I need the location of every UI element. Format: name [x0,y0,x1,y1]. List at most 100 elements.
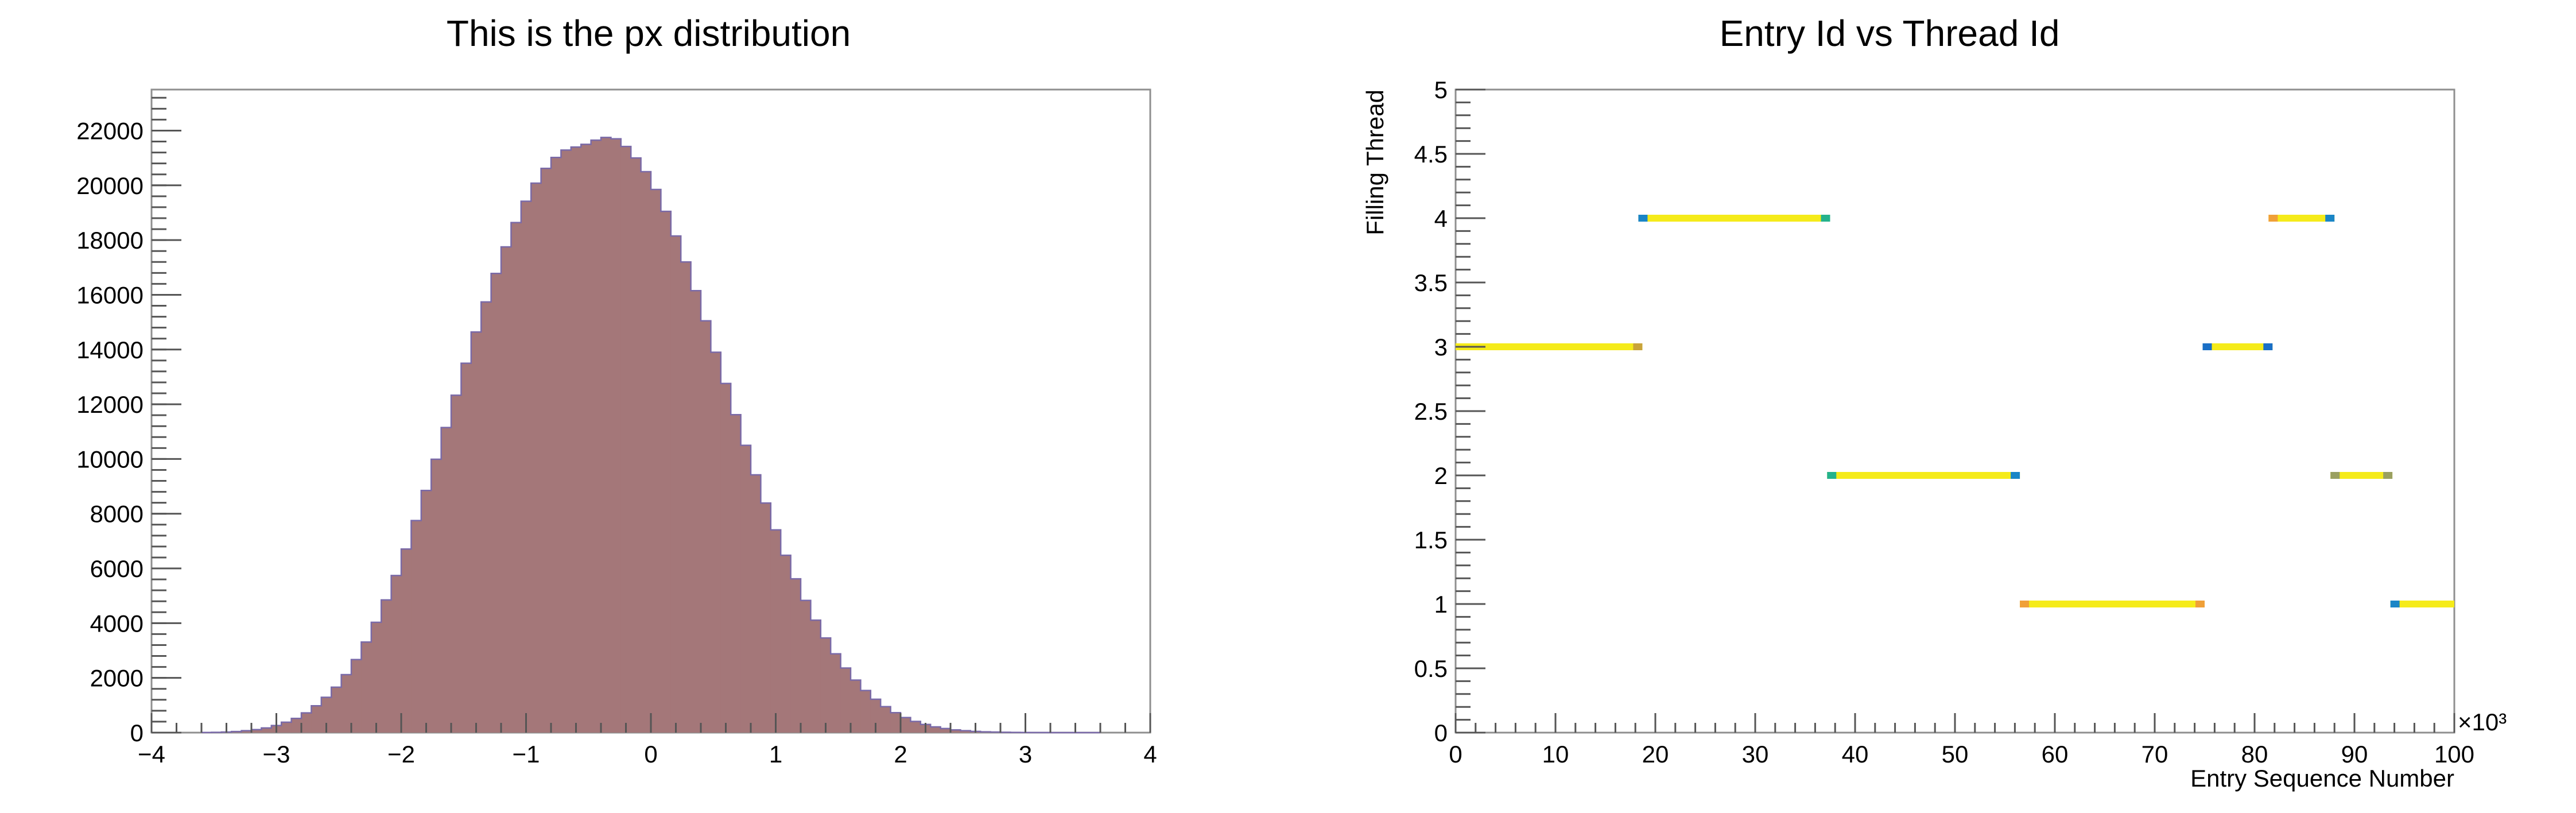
histogram-bar [801,600,811,733]
histogram-bar [571,147,581,733]
histogram-bar [670,235,681,733]
histogram-bar [481,301,492,733]
histogram-bar [311,706,322,733]
histogram-bar [501,247,511,733]
thread-x-tick-label: 100 [2434,741,2474,768]
thread-segment [1827,472,2020,479]
thread-segment [2268,215,2335,222]
thread-y-tick-label: 3.5 [1414,269,1448,296]
thread-segment [1456,343,1643,350]
histogram-bar [901,717,911,733]
histogram-bar [720,383,731,733]
histogram-bar [751,475,761,733]
histogram-y-tick-label: 2000 [90,665,143,692]
thread-x-tick-label: 60 [2042,741,2069,768]
thread-y-tick-label: 4 [1434,205,1448,232]
histogram-bar [471,332,482,733]
thread-x-label: Entry Sequence Number [2190,765,2454,792]
thread-x-tick-label: 90 [2341,741,2368,768]
histogram-title: This is the px distribution [447,13,851,54]
histogram-y-tick-label: 0 [130,719,143,746]
histogram-bar [790,579,801,733]
thread-x-tick-label: 0 [1449,741,1462,768]
thread-y-tick-label: 1.5 [1414,526,1448,553]
histogram-y-axis: 0 2000 4000 6000 8000 10000 12000 14000 16000 180… [76,96,181,746]
histogram-bar [421,490,432,733]
histogram-y-tick-label: 8000 [90,501,143,528]
thread-segment [2020,601,2205,607]
histogram-bar [831,653,841,733]
histogram-bar [241,730,252,733]
thread-y-tick-label: 0.5 [1414,655,1448,682]
histogram-bar [441,427,452,733]
histogram-bar [401,549,412,733]
histogram-x-tick-label: 3 [1019,741,1032,768]
histogram-bar [870,699,881,733]
thread-y-axis: 0 0.5 1 1.5 2 2.5 3 3.5 4 4.5 5 [1414,76,1485,746]
histogram-bar [301,713,312,733]
histogram-bar [820,638,831,733]
thread-x-tick-label: 80 [2241,741,2268,768]
histogram-bar [761,503,771,733]
histogram-bar [331,687,342,733]
histogram-bar [391,575,402,733]
histogram-x-tick-label: −3 [263,741,290,768]
histogram-bar [701,320,711,733]
histogram-y-tick-label: 10000 [76,446,143,473]
thread-y-tick-label: 3 [1434,334,1448,361]
histogram-bar [601,137,611,733]
thread-panel: Entry Id vs Thread Id 0 10 20 30 40 50 60 70 80 9… [1361,13,2507,792]
histogram-bar [251,729,262,733]
histogram-bar [740,445,751,733]
histogram-y-tick-label: 4000 [90,610,143,637]
histogram-y-tick-label: 6000 [90,555,143,582]
thread-x-tick-label: 20 [1642,741,1669,768]
histogram-bar [641,171,651,733]
thread-segment [1638,215,1830,222]
histogram-bar [411,520,422,733]
histogram-y-tick-label: 16000 [76,281,143,308]
histogram-bar [341,674,352,733]
histogram-x-tick-label: 0 [644,741,657,768]
thread-segment [2390,601,2454,607]
histogram-bar [940,728,951,733]
histogram-bar [381,599,392,733]
histogram-bar [531,183,542,733]
histogram-y-tick-label: 22000 [76,117,143,144]
histogram-bar [810,620,821,733]
histogram-bar [351,659,362,733]
thread-x-multiplier: ×10³ [2458,709,2507,735]
histogram-outline [200,137,1100,734]
histogram-bar [281,722,292,733]
histogram-bar [840,668,851,733]
thread-frame [1454,88,2455,734]
histogram-bar [581,144,592,733]
histogram-bar [451,395,461,733]
histogram-x-tick-label: 2 [894,741,907,768]
histogram-y-tick-label: 12000 [76,391,143,418]
histogram-bar [371,622,382,733]
histogram-bar [461,363,472,733]
histogram-bar [731,415,742,733]
thread-y-label: Filling Thread [1361,90,1388,235]
thread-y-tick-label: 4.5 [1414,141,1448,168]
thread-segment [2202,343,2273,350]
thread-y-tick-label: 2 [1434,462,1448,489]
histogram-bar [541,168,552,733]
histogram-bar [880,706,891,733]
histogram-bar [620,146,631,733]
histogram-x-tick-label: −4 [138,741,165,768]
histogram-bar [491,273,502,733]
histogram-bar [860,690,871,733]
histogram-y-tick-label: 20000 [76,172,143,199]
histogram-bar [851,680,861,733]
histogram-bar [930,726,941,733]
histogram-bar [661,211,672,733]
histogram-bar [561,150,572,733]
histogram-bar [521,201,532,733]
histogram-y-tick-label: 18000 [76,227,143,254]
histogram-bar [681,262,692,733]
histogram-bar [291,718,302,733]
histogram-bar [361,642,372,733]
